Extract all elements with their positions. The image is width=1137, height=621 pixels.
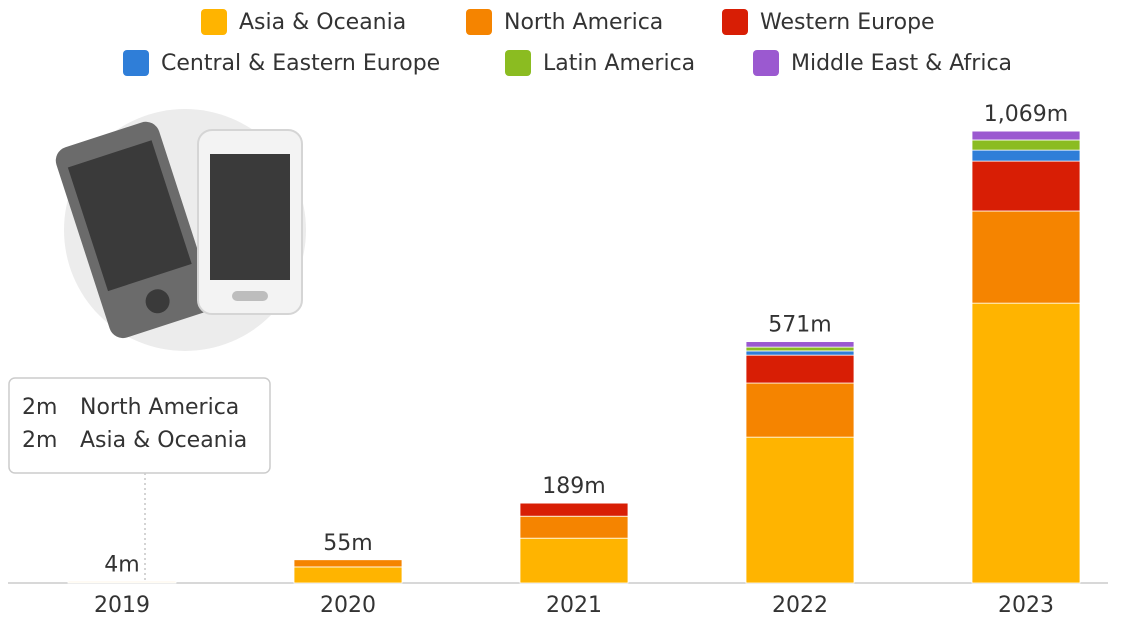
bar-segment: [971, 149, 1081, 162]
legend-label: Asia & Oceania: [239, 10, 406, 35]
bar-segment: [971, 210, 1081, 304]
bar-segment: [519, 515, 629, 539]
x-tick-label: 2019: [94, 593, 150, 618]
total-label: 4m: [104, 552, 139, 577]
bar-segment: [293, 559, 403, 568]
legend-swatch: [505, 50, 531, 76]
legend-swatch: [123, 50, 149, 76]
legend-label: Western Europe: [760, 10, 935, 35]
bar-segment: [971, 302, 1081, 584]
x-tick-label: 2021: [546, 593, 602, 618]
x-tick-label: 2022: [772, 593, 828, 618]
legend-label: Middle East & Africa: [791, 51, 1012, 76]
bar-segment: [745, 382, 855, 438]
bar-segment: [745, 354, 855, 384]
total-label: 189m: [542, 474, 605, 499]
total-label: 1,069m: [984, 102, 1068, 127]
bar-segment: [745, 436, 855, 584]
total-label: 571m: [768, 313, 831, 338]
tooltip-name: Asia & Oceania: [80, 428, 247, 453]
legend-label: North America: [504, 10, 663, 35]
tooltip-value: 2m: [22, 395, 57, 420]
bar-segment: [67, 580, 177, 583]
legend-swatch: [753, 50, 779, 76]
tooltip-value: 2m: [22, 428, 57, 453]
bar-segment: [519, 502, 629, 517]
x-tick-label: 2023: [998, 593, 1054, 618]
legend-label: Latin America: [543, 51, 695, 76]
bar-segment: [971, 139, 1081, 151]
bar-segment: [745, 350, 855, 356]
bar-segment: [519, 537, 629, 584]
legend-swatch: [201, 9, 227, 35]
tooltip-name: North America: [80, 395, 239, 420]
legend-label: Central & Eastern Europe: [161, 51, 440, 76]
bar-segment: [745, 341, 855, 348]
bar-segment: [745, 346, 855, 352]
phone-illustration: [55, 109, 306, 351]
legend-swatch: [722, 9, 748, 35]
bar-segment: [971, 160, 1081, 212]
legend-swatch: [466, 9, 492, 35]
total-label: 55m: [323, 531, 372, 556]
bar-segment: [293, 566, 403, 584]
bar-segment: [971, 130, 1081, 141]
tooltip-box: [8, 377, 271, 474]
x-tick-label: 2020: [320, 593, 376, 618]
